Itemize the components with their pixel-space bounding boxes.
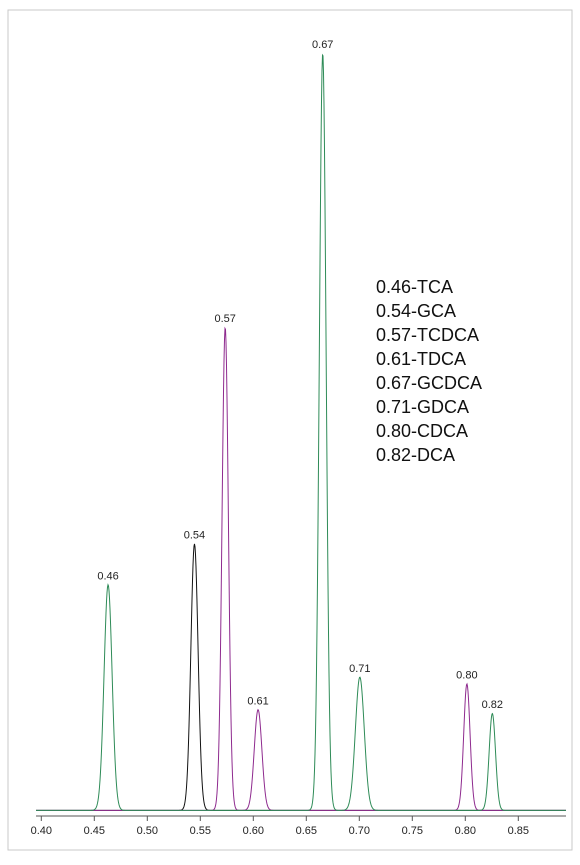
x-tick-label: 0.55 bbox=[190, 825, 211, 837]
x-tick-label: 0.75 bbox=[402, 825, 423, 837]
peak-labels-group: 0.46 0.54 0.57 0.61 0.67 0.71 0.80 0.82 bbox=[97, 39, 503, 711]
x-tick-label: 0.65 bbox=[296, 825, 317, 837]
x-tick-label: 0.70 bbox=[349, 825, 370, 837]
legend-entry: 0.67-GCDCA bbox=[376, 373, 482, 393]
x-tick-label: 0.85 bbox=[508, 825, 529, 837]
trace-green bbox=[36, 53, 566, 811]
legend-entry: 0.82-DCA bbox=[376, 445, 455, 465]
x-tick-label: 0.40 bbox=[31, 825, 52, 837]
x-tick-label: 0.45 bbox=[84, 825, 105, 837]
legend-entry: 0.46-TCA bbox=[376, 277, 453, 297]
peak-label: 0.82 bbox=[482, 699, 503, 711]
legend-entry: 0.71-GDCA bbox=[376, 397, 469, 417]
x-tick-label: 0.60 bbox=[243, 825, 264, 837]
peak-label: 0.54 bbox=[184, 530, 205, 542]
peak-label: 0.61 bbox=[247, 695, 268, 707]
legend-entry: 0.54-GCA bbox=[376, 301, 456, 321]
traces-group bbox=[36, 53, 566, 811]
peak-label: 0.67 bbox=[312, 39, 333, 51]
legend-entry: 0.57-TCDCA bbox=[376, 325, 479, 345]
peak-label: 0.71 bbox=[349, 663, 370, 675]
x-axis-ticks: 0.40 0.45 0.50 0.55 0.60 0.65 0.70 0.75 0.80 0.85 bbox=[31, 816, 529, 837]
chart-frame bbox=[7, 9, 573, 851]
legend-text-block: 0.46-TCA 0.54-GCA 0.57-TCDCA 0.61-TDCA 0.67-… bbox=[376, 277, 482, 465]
x-tick-label: 0.50 bbox=[137, 825, 158, 837]
legend-entry: 0.61-TDCA bbox=[376, 349, 466, 369]
peak-label: 0.57 bbox=[214, 313, 235, 325]
x-tick-label: 0.80 bbox=[455, 825, 476, 837]
peak-label: 0.80 bbox=[456, 670, 477, 682]
legend-entry: 0.80-CDCA bbox=[376, 421, 468, 441]
peak-label: 0.46 bbox=[97, 570, 118, 582]
